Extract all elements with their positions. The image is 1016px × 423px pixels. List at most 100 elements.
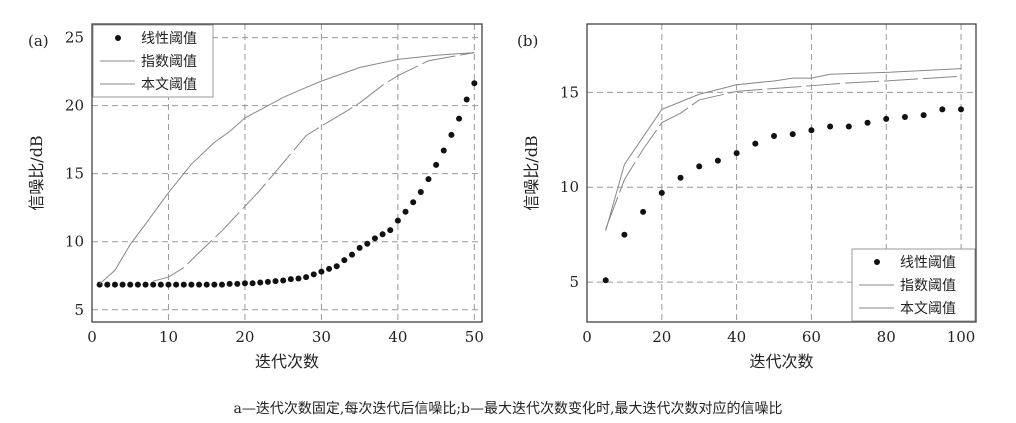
data-point [440,147,447,154]
data-point [264,278,271,285]
data-point [364,240,371,247]
data-point [203,281,210,288]
data-point [157,281,164,288]
data-point [241,280,248,287]
data-point [150,281,157,288]
data-point [326,265,333,272]
legend-label: 指数阈值 [141,54,197,70]
data-point [677,174,684,181]
data-point [658,189,665,196]
data-point [602,277,609,284]
x-axis-label: 迭代次数 [255,352,319,371]
y-tick-label: 10 [560,178,579,196]
data-point [165,281,172,288]
x-tick-label: 20 [235,328,254,346]
y-tick-label: 15 [560,83,579,101]
data-point [142,281,149,288]
data-point [356,244,363,251]
data-point [845,123,852,130]
data-point [379,231,386,238]
data-point [771,132,778,139]
legend-box [92,24,214,98]
data-point [180,281,187,288]
data-point [303,274,310,281]
data-point [827,123,834,130]
x-tick-label: 20 [652,328,671,346]
series-line-solid [605,68,962,232]
data-point [394,217,401,224]
legend-marker [115,35,121,41]
x-tick-label: 60 [802,328,821,346]
data-point [714,157,721,164]
chart-panel-1: 0 20 40 60 80 100 5 10 15 (b) 迭代次数 信噪比/dB 线性阈值指数阈值本文… [517,23,977,371]
data-point [696,163,703,170]
data-point [249,280,256,287]
data-point [456,115,463,122]
data-point [752,140,759,147]
data-point [111,281,118,288]
x-tick-label: 40 [727,328,746,346]
data-point [219,281,225,288]
data-point [433,161,440,168]
data-point [448,131,455,138]
data-point [425,176,432,183]
data-point [257,279,264,286]
x-tick-label: 30 [312,328,331,346]
figure-caption: a—迭代次数固定,每次迭代后信噪比;b—最大迭代次数变化时,最大迭代次数对应的信… [233,401,783,417]
data-point [173,281,180,288]
data-point [280,277,287,284]
data-point [188,281,195,288]
data-point [333,263,340,270]
chart-panel-0: 0 10 20 30 40 50 5 10 15 20 25 (a) 迭代次数 信噪比/dB 线性阈值指数阈… [27,23,484,371]
legend-label: 指数阈值 [900,278,956,294]
data-point [463,96,470,103]
x-tick-label: 10 [159,328,178,346]
data-point [211,281,218,288]
data-point [387,227,394,234]
plot-frame [91,23,483,323]
data-point [789,131,796,138]
data-point [901,114,908,121]
data-point [295,275,302,282]
plot-frame [586,23,977,323]
data-point [417,189,424,196]
data-point [808,127,815,134]
x-tick-label: 80 [877,328,896,346]
legend-label: 线性阈值 [141,31,197,47]
y-tick-label: 5 [569,273,579,291]
x-tick-label: 50 [465,328,484,346]
data-point [402,208,409,215]
series-line-solid [99,52,475,285]
data-point [272,278,279,285]
data-point [119,281,126,288]
data-point [318,268,325,275]
data-point [341,257,348,264]
data-point [733,150,740,157]
data-point [226,280,233,287]
y-tick-label: 15 [65,165,84,183]
x-tick-label: 0 [582,328,592,346]
x-tick-label: 0 [87,328,97,346]
y-tick-label: 10 [65,233,84,251]
data-point [196,281,203,288]
data-point [471,80,478,87]
panel-label: (a) [28,32,49,50]
data-point [621,231,628,238]
series-line-dashed [153,52,475,282]
panel-label: (b) [517,32,538,50]
y-axis-label: 信噪比/dB [27,135,46,210]
data-point [310,271,317,278]
data-point [234,280,241,287]
data-point [134,281,141,288]
legend-label: 本文阈值 [141,77,197,93]
series-line-dashed [605,75,962,230]
y-tick-label: 5 [74,301,84,319]
data-point [410,199,417,206]
data-point [104,281,111,288]
data-point [920,112,927,119]
data-point [349,251,355,258]
x-tick-label: 40 [388,328,407,346]
data-point [883,115,890,122]
y-axis-label: 信噪比/dB [522,135,541,210]
